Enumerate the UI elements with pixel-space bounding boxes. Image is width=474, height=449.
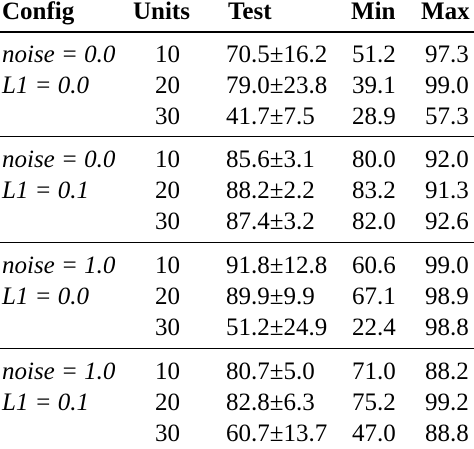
min-cell: 71.0: [352, 358, 396, 385]
test-cell: 85.6±3.1: [226, 146, 315, 173]
max-cell: 91.3: [425, 177, 469, 204]
min-cell: 82.0: [352, 208, 396, 235]
min-cell: 60.6: [352, 252, 396, 279]
min-cell: 39.1: [352, 72, 396, 99]
max-cell: 97.3: [425, 41, 469, 68]
test-cell: 70.5±16.2: [226, 41, 328, 68]
header-units: Units: [133, 0, 190, 25]
group-rule: [0, 136, 474, 137]
max-cell: 88.8: [425, 420, 469, 447]
units-cell: 20: [155, 283, 180, 310]
group-config-noise: noise = 1.0: [2, 252, 116, 279]
group-rule: [0, 348, 474, 349]
units-cell: 20: [155, 177, 180, 204]
group-config-l1: L1 = 0.0: [2, 283, 90, 310]
test-cell: 60.7±13.7: [226, 420, 328, 447]
units-cell: 10: [155, 146, 180, 173]
test-cell: 88.2±2.2: [226, 177, 315, 204]
header-rule: [0, 31, 474, 33]
min-cell: 47.0: [352, 420, 396, 447]
units-cell: 30: [155, 208, 180, 235]
group-rule: [0, 242, 474, 243]
min-cell: 22.4: [352, 314, 396, 341]
max-cell: 92.6: [425, 208, 469, 235]
units-cell: 30: [155, 103, 180, 130]
test-cell: 87.4±3.2: [226, 208, 315, 235]
test-cell: 91.8±12.8: [226, 252, 328, 279]
max-cell: 98.8: [425, 314, 469, 341]
header-config: Config: [2, 0, 75, 25]
group-config-l1: L1 = 0.1: [2, 177, 90, 204]
units-cell: 20: [155, 389, 180, 416]
max-cell: 99.0: [425, 72, 469, 99]
group-config-l1: L1 = 0.1: [2, 389, 90, 416]
units-cell: 30: [155, 420, 180, 447]
units-cell: 30: [155, 314, 180, 341]
test-cell: 89.9±9.9: [226, 283, 315, 310]
test-cell: 82.8±6.3: [226, 389, 315, 416]
min-cell: 67.1: [352, 283, 396, 310]
group-config-noise: noise = 0.0: [2, 41, 116, 68]
units-cell: 10: [155, 252, 180, 279]
max-cell: 57.3: [425, 103, 469, 130]
group-config-noise: noise = 1.0: [2, 358, 116, 385]
units-cell: 10: [155, 41, 180, 68]
test-cell: 80.7±5.0: [226, 358, 315, 385]
max-cell: 88.2: [425, 358, 469, 385]
min-cell: 75.2: [352, 389, 396, 416]
group-config-l1: L1 = 0.0: [2, 72, 90, 99]
header-min: Min: [351, 0, 396, 25]
test-cell: 51.2±24.9: [226, 314, 328, 341]
max-cell: 99.2: [425, 389, 469, 416]
min-cell: 83.2: [352, 177, 396, 204]
max-cell: 92.0: [425, 146, 469, 173]
min-cell: 51.2: [352, 41, 396, 68]
units-cell: 20: [155, 72, 180, 99]
units-cell: 10: [155, 358, 180, 385]
min-cell: 28.9: [352, 103, 396, 130]
test-cell: 79.0±23.8: [226, 72, 328, 99]
test-cell: 41.7±7.5: [226, 103, 315, 130]
max-cell: 98.9: [425, 283, 469, 310]
max-cell: 99.0: [425, 252, 469, 279]
group-config-noise: noise = 0.0: [2, 146, 116, 173]
header-max: Max: [421, 0, 470, 25]
header-test: Test: [228, 0, 272, 25]
min-cell: 80.0: [352, 146, 396, 173]
